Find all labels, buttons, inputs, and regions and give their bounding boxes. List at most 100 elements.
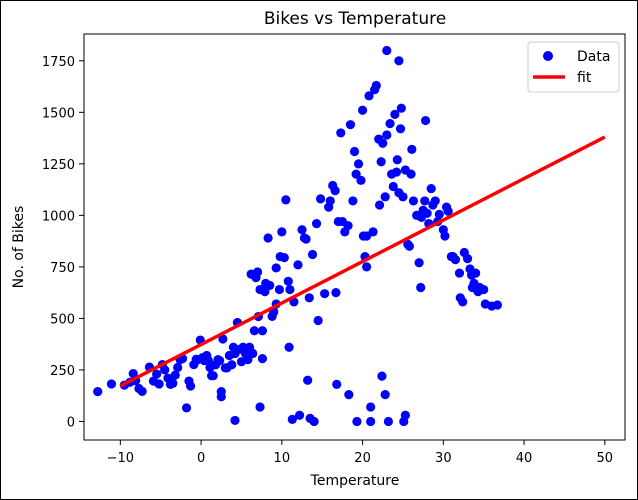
y-tick-label: 1750 <box>42 55 75 70</box>
data-point <box>309 416 319 427</box>
legend-label-fit: fit <box>577 70 592 86</box>
data-point <box>293 260 303 270</box>
data-point <box>356 175 366 185</box>
data-point <box>274 284 285 295</box>
data-point <box>408 196 419 206</box>
data-point <box>106 379 117 389</box>
data-point <box>400 410 410 420</box>
data-point <box>420 115 431 126</box>
plot-area-border <box>83 33 626 441</box>
x-tick-label: 20 <box>354 451 371 466</box>
y-tick-label: 1250 <box>42 158 75 173</box>
data-point <box>349 146 360 157</box>
data-point <box>304 293 314 303</box>
x-tick-label: 30 <box>435 451 452 466</box>
data-point <box>377 371 387 381</box>
data-point <box>203 355 213 366</box>
data-point <box>396 103 406 113</box>
data-point <box>388 181 398 192</box>
data-point <box>332 379 342 389</box>
data-point <box>385 119 395 129</box>
data-point <box>330 186 340 196</box>
x-tick-label: 50 <box>597 451 614 466</box>
data-point <box>230 415 240 426</box>
y-tick-label: 0 <box>67 415 75 430</box>
data-point <box>374 200 385 210</box>
data-point <box>378 138 388 148</box>
data-point <box>382 45 392 56</box>
data-point <box>218 334 228 344</box>
data-point <box>227 360 237 370</box>
x-tick-label: 40 <box>516 451 533 466</box>
data-point <box>390 109 400 119</box>
data-point <box>152 369 162 379</box>
data-point <box>443 206 453 216</box>
data-point <box>422 208 432 218</box>
data-point <box>93 386 103 397</box>
data-point <box>382 130 392 140</box>
data-point <box>368 227 378 237</box>
y-tick-label: 750 <box>50 261 75 276</box>
data-point <box>257 326 268 336</box>
data-point <box>344 390 354 400</box>
data-point <box>395 124 406 134</box>
data-point <box>301 234 311 244</box>
y-axis-label: No. of Bikes <box>11 206 27 289</box>
data-point <box>216 392 226 402</box>
data-point <box>257 353 268 364</box>
data-point <box>243 355 253 365</box>
data-point <box>185 381 196 391</box>
data-point <box>345 120 356 130</box>
data-point <box>343 221 353 231</box>
data-point <box>325 196 335 206</box>
data-point <box>352 416 362 427</box>
y-tick-label: 250 <box>50 364 75 379</box>
data-point <box>394 56 404 66</box>
data-point <box>294 410 305 420</box>
y-tick-label: 1500 <box>42 106 75 121</box>
x-tick-label: 10 <box>274 451 291 466</box>
data-point <box>462 254 473 264</box>
data-point <box>440 231 450 241</box>
data-point <box>383 416 394 427</box>
data-point <box>260 287 270 297</box>
data-point <box>366 416 376 427</box>
data-point <box>249 326 259 336</box>
data-point <box>366 402 376 412</box>
data-point <box>253 267 263 277</box>
data-point <box>380 390 390 400</box>
data-point <box>492 300 503 310</box>
legend-label-data: Data <box>577 49 610 65</box>
data-point <box>391 167 402 177</box>
data-point <box>263 233 273 243</box>
data-point <box>471 268 481 278</box>
data-point <box>406 169 416 179</box>
data-point <box>407 144 417 155</box>
data-point <box>281 195 291 205</box>
data-point <box>154 379 164 389</box>
data-point <box>357 105 368 115</box>
data-point <box>285 284 295 295</box>
data-point <box>181 403 192 413</box>
data-point <box>315 194 326 204</box>
data-point <box>371 80 381 91</box>
x-tick-label: −10 <box>107 451 134 466</box>
data-point <box>398 192 408 202</box>
data-point <box>160 365 170 375</box>
data-point <box>426 183 436 194</box>
y-tick-label: 1000 <box>42 209 75 224</box>
data-point <box>271 263 281 273</box>
data-point <box>336 128 346 138</box>
data-point <box>248 348 258 359</box>
data-point <box>414 258 424 268</box>
data-point <box>416 282 426 293</box>
data-point <box>420 196 430 206</box>
data-point <box>364 91 374 101</box>
data-point <box>376 157 386 167</box>
data-point <box>351 169 361 179</box>
data-point <box>208 371 218 381</box>
data-point <box>404 241 415 251</box>
data-point <box>353 159 364 169</box>
data-point <box>170 370 180 380</box>
